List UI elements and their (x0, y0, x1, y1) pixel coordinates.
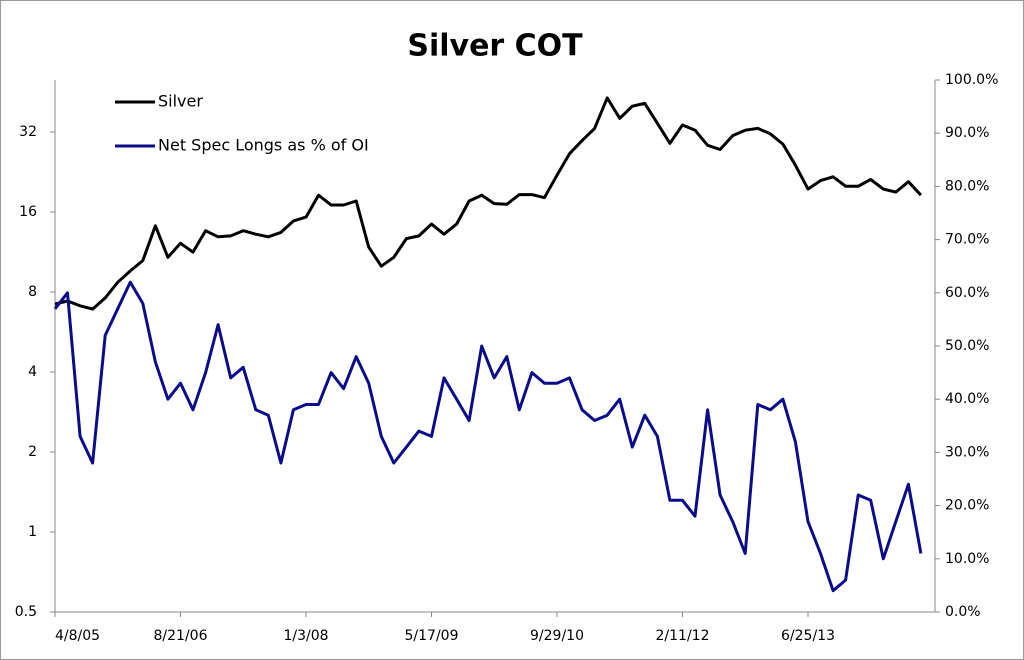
y2-tick-label: 30.0% (945, 444, 989, 460)
x-tick-label: 4/8/05 (55, 628, 100, 644)
legend-label: Net Spec Longs as % of OI (158, 136, 369, 155)
y-tick-label: 8 (28, 284, 37, 300)
y2-tick-label: 10.0% (945, 551, 989, 567)
y2-tick-label: 0.0% (945, 604, 981, 620)
x-tick-label: 1/3/08 (283, 628, 328, 644)
y-tick-label: 2 (28, 444, 37, 460)
series-line (53, 280, 923, 593)
legend-label: Silver (158, 92, 203, 111)
y2-tick-label: 100.0% (945, 72, 998, 88)
y2-tick-label: 80.0% (945, 178, 989, 194)
x-tick-label: 6/25/13 (781, 628, 835, 644)
y-tick-label: 1 (28, 524, 37, 540)
y2-tick-label: 40.0% (945, 391, 989, 407)
y2-tick-label: 90.0% (945, 125, 989, 141)
x-tick-label: 9/29/10 (530, 628, 584, 644)
series-line (54, 96, 923, 311)
x-tick-label: 8/21/06 (154, 628, 208, 644)
y2-tick-label: 60.0% (945, 285, 989, 301)
y-tick-label: 0.5 (15, 604, 37, 620)
y-tick-label: 32 (19, 124, 37, 140)
y2-tick-label: 20.0% (945, 498, 989, 514)
chart-title: Silver COT (407, 29, 583, 64)
x-tick-label: 2/11/12 (656, 628, 710, 644)
y2-tick-label: 70.0% (945, 232, 989, 248)
y2-tick-label: 50.0% (945, 338, 989, 354)
y-tick-label: 16 (19, 204, 37, 220)
y-tick-label: 4 (28, 364, 37, 380)
x-tick-label: 5/17/09 (405, 628, 459, 644)
